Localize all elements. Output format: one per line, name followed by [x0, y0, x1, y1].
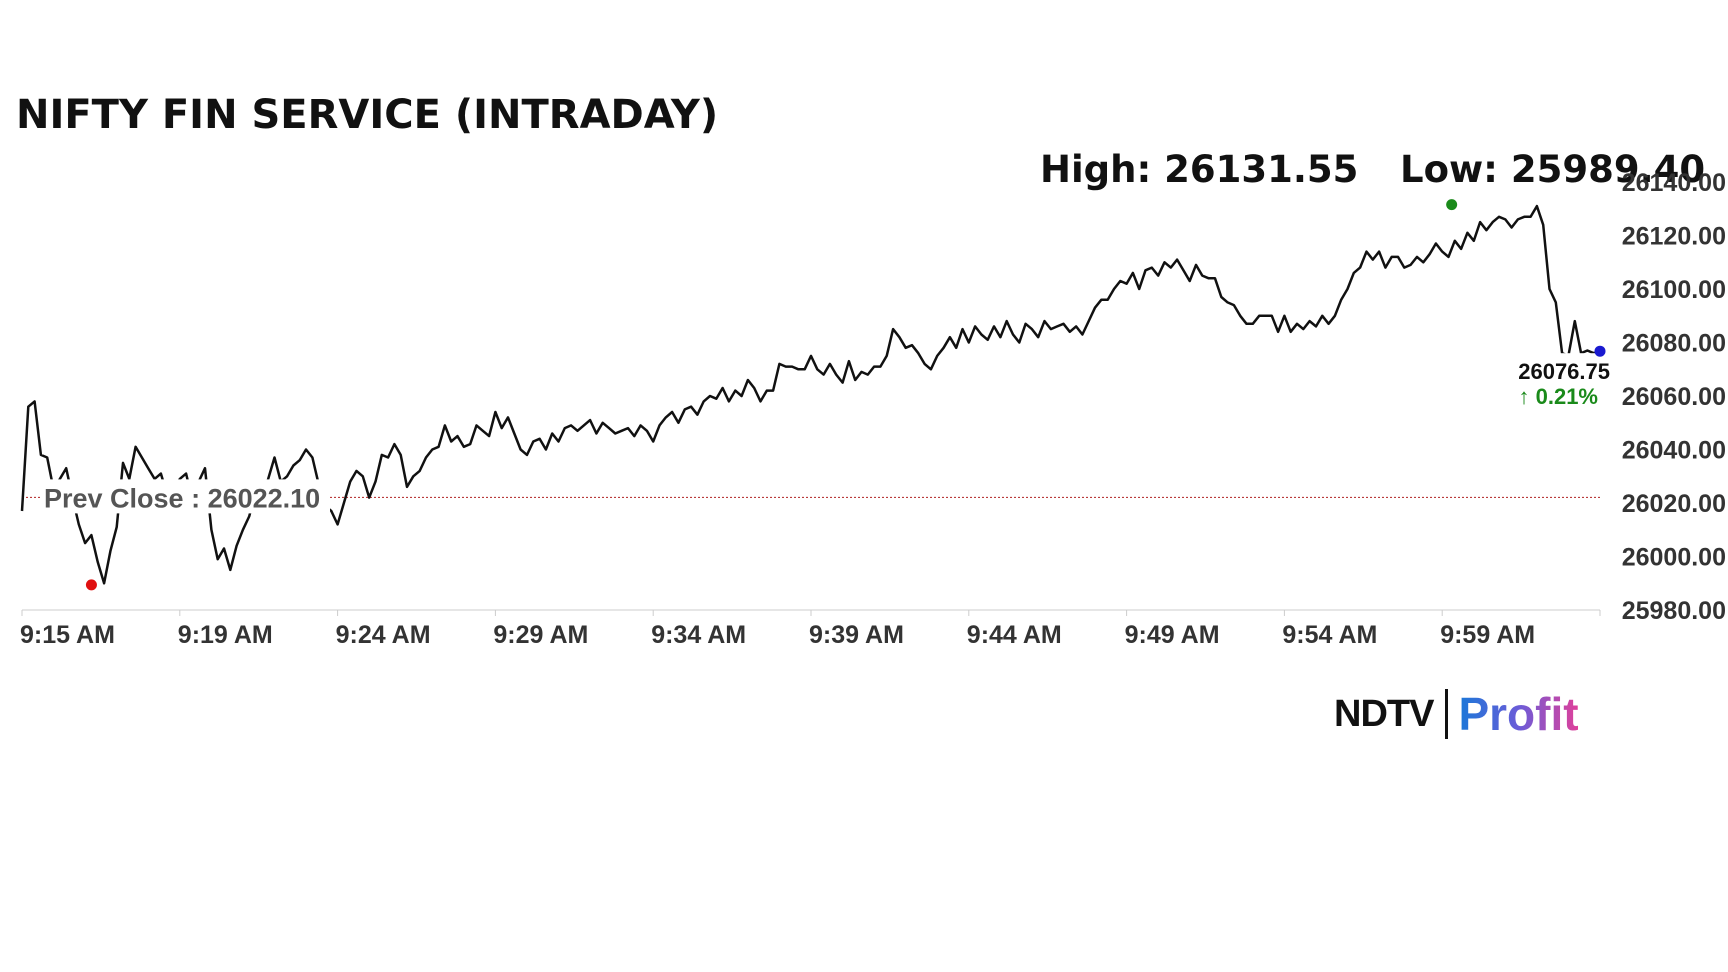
y-tick-label: 26060.00 — [1622, 383, 1726, 411]
x-tick-label: 9:59 AM — [1440, 621, 1535, 649]
y-tick-label: 26040.00 — [1622, 437, 1726, 465]
prev-close-label: Prev Close : 26022.10 — [44, 483, 320, 513]
x-tick-label: 9:34 AM — [651, 621, 746, 649]
y-tick-label: 26080.00 — [1622, 330, 1726, 358]
y-tick-label: 25980.00 — [1622, 597, 1726, 625]
last-value-bg — [1500, 353, 1596, 416]
price-series-line — [20, 204, 1601, 585]
low-stat: Low: 25989.40 — [1400, 148, 1706, 191]
y-tick-label: 26020.00 — [1622, 490, 1726, 518]
x-tick-label: 9:54 AM — [1282, 621, 1377, 649]
x-tick-label: 9:29 AM — [493, 621, 588, 649]
x-tick-label: 9:44 AM — [967, 621, 1062, 649]
ndtv-profit-logo: NDTV Profit — [1334, 688, 1579, 740]
prev-close-label-bg — [40, 479, 330, 514]
y-tick-label: 26000.00 — [1622, 544, 1726, 572]
last-value-label: 26076.75 — [1518, 359, 1610, 384]
low-marker — [85, 579, 97, 591]
x-tick-label: 9:24 AM — [336, 621, 431, 649]
logo-ndtv-text: NDTV — [1334, 692, 1434, 735]
high-stat: High: 26131.55 — [1040, 148, 1359, 191]
logo-divider — [1445, 689, 1449, 739]
y-tick-label: 26120.00 — [1622, 223, 1726, 251]
x-tick-label: 9:49 AM — [1125, 621, 1220, 649]
x-tick-label: 9:15 AM — [20, 621, 115, 649]
y-tick-label: 26140.00 — [1622, 169, 1726, 197]
chart-title: NIFTY FIN SERVICE (INTRADAY) — [16, 92, 719, 138]
change-percent-label: ↑ 0.21% — [1519, 384, 1599, 409]
logo-profit-text: Profit — [1458, 688, 1579, 740]
x-tick-label: 9:19 AM — [178, 621, 273, 649]
last-marker — [1594, 345, 1606, 357]
high-marker — [1446, 199, 1458, 211]
y-tick-label: 26100.00 — [1622, 276, 1726, 304]
x-tick-label: 9:39 AM — [809, 621, 904, 649]
